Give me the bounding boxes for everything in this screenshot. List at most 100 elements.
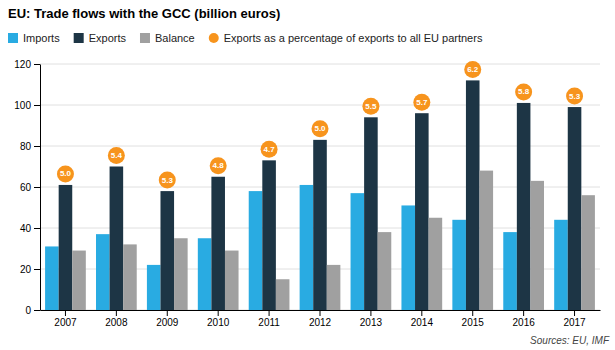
annotation: 5.8 [515,83,532,100]
tick-mark [218,310,219,316]
y-tick: 40 [20,223,40,234]
tick-label: 2010 [207,317,230,328]
annotation: 6.2 [464,61,481,78]
grid-line [40,64,600,65]
annotation-label: 5.7 [416,98,428,107]
tick-mark [370,310,371,316]
tick-mark [34,310,40,311]
x-tick: 2008 [105,310,128,328]
tick-mark [116,310,117,316]
bar [249,191,263,310]
annotation-label: 5.3 [569,92,581,101]
y-tick: 60 [20,182,40,193]
chart: EU: Trade flows with the GCC (billion eu… [0,0,615,350]
tick-mark [34,105,40,106]
x-tick: 2015 [462,310,485,328]
annotation-label: 5.0 [314,124,326,133]
bar [452,220,466,310]
annotation-label: 5.3 [162,176,174,185]
annotation: 4.7 [261,141,278,158]
annotation-label: 5.4 [111,151,123,160]
annotation: 4.8 [210,157,227,174]
tick-label: 120 [14,59,31,70]
tick-label: 2009 [156,317,179,328]
bar [415,113,429,310]
bar [160,191,174,310]
annotation: 5.4 [108,147,125,164]
annotation-dot [57,165,74,182]
bar [351,193,365,310]
tick-label: 2017 [563,317,586,328]
tick-mark [523,310,524,316]
annotation-dot [515,83,532,100]
legend-label: Balance [155,32,195,44]
bar [96,234,110,310]
bar [503,232,517,310]
y-axis: 020406080100120 [14,59,40,316]
legend-symbol [209,33,219,43]
bar [568,107,582,310]
bar [147,265,161,310]
legend-label: Exports [89,32,127,44]
bar [581,195,595,310]
x-tick: 2007 [54,310,77,328]
bar [530,181,544,310]
legend-item: Exports [74,32,127,44]
annotation-label: 5.8 [518,87,530,96]
bar [300,185,314,310]
tick-label: 2013 [360,317,383,328]
legend-label: Imports [23,32,60,44]
annotation-dot [261,141,278,158]
bar [123,244,137,310]
annotations: 5.0 5.4 5.3 4.8 4.7 5.0 5.5 5.7 6.2 5.8 5.3 [57,61,583,189]
bar [429,218,443,310]
tick-label: 60 [20,182,32,193]
tick-label: 2011 [258,317,280,328]
tick-mark [34,269,40,270]
bar [174,238,188,310]
legend-item: Balance [140,32,195,44]
annotation-dot [566,88,583,105]
x-tick: 2012 [309,310,332,328]
y-tick: 120 [14,59,40,70]
tick-mark [574,310,575,316]
annotation: 5.5 [362,98,379,115]
tick-mark [472,310,473,316]
bar [480,171,494,310]
y-tick: 20 [20,264,40,275]
bar-series [72,171,595,310]
grid-line [40,105,600,106]
tick-label: 20 [20,264,32,275]
annotation-dot [413,94,430,111]
tick-label: 2007 [54,317,77,328]
source: Sources: EU, IMF [530,335,610,346]
bar [225,251,239,310]
annotation: 5.7 [413,94,430,111]
bar-series [59,80,582,310]
x-tick: 2010 [207,310,230,328]
bar [554,220,568,310]
annotation-label: 4.8 [213,161,225,170]
bar [401,205,415,310]
x-tick: 2011 [258,310,280,328]
legend-item: Exports as a percentage of exports to al… [209,32,483,44]
tick-label: 100 [14,100,31,111]
bar [262,160,276,310]
tick-mark [34,228,40,229]
annotation: 5.0 [57,165,74,182]
tick-label: 2014 [411,317,434,328]
legend-label: Exports as a percentage of exports to al… [224,32,483,44]
bar [327,265,341,310]
bar [72,251,86,310]
annotation-dot [108,147,125,164]
bar [59,185,73,310]
grid [40,64,600,310]
bar [378,232,392,310]
tick-mark [167,310,168,316]
legend-item: Imports [8,32,60,44]
bar [110,167,124,311]
tick-mark [34,146,40,147]
tick-mark [269,310,270,316]
x-tick: 2016 [513,310,536,328]
title: EU: Trade flows with the GCC (billion eu… [8,6,280,21]
